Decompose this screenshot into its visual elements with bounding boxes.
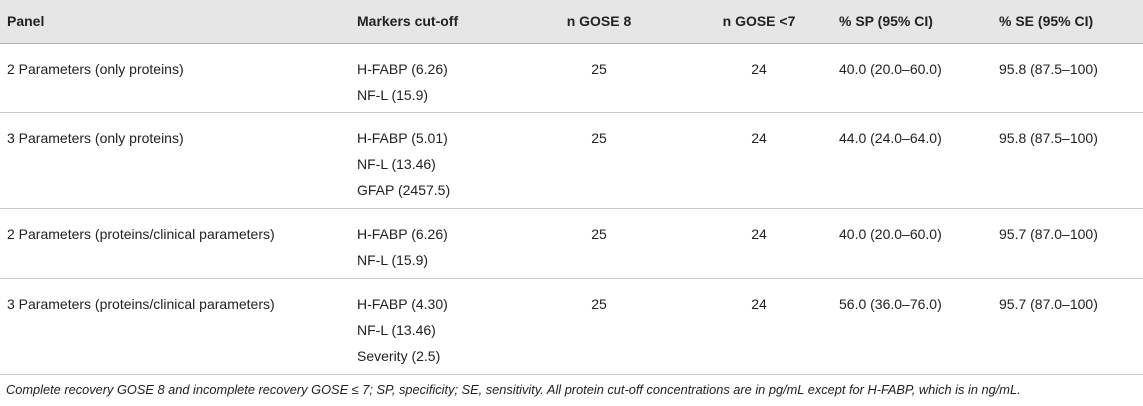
table-row: 2 Parameters (only proteins) H-FABP (6.2… <box>0 43 1143 112</box>
header-n-gose8: n GOSE 8 <box>566 13 632 30</box>
n-gose7-cell: 24 <box>751 225 767 242</box>
header-row: Panel Markers cut-off n GOSE 8 n GOSE <7… <box>0 0 1143 43</box>
panel-cell: 2 Parameters (only proteins) <box>7 60 184 77</box>
panel-cell: 3 Parameters (proteins/clinical paramete… <box>7 295 275 312</box>
marker-value: NF-L (13.46) <box>357 321 436 338</box>
marker-value: NF-L (15.9) <box>357 86 429 103</box>
marker-value: H-FABP (6.26) <box>357 225 448 242</box>
panel-cell: 2 Parameters (proteins/clinical paramete… <box>7 225 275 242</box>
marker-value: Severity (2.5) <box>357 347 441 364</box>
se-cell: 95.8 (87.5–100) <box>999 60 1098 77</box>
marker-value: H-FABP (6.26) <box>357 60 448 77</box>
marker-value: H-FABP (4.30) <box>357 295 448 312</box>
table-header: Panel Markers cut-off n GOSE 8 n GOSE <7… <box>0 0 1143 43</box>
marker-value: NF-L (15.9) <box>357 251 429 268</box>
table-row: 3 Parameters (only proteins) H-FABP (5.0… <box>0 112 1143 208</box>
header-se: % SE (95% CI) <box>999 13 1094 30</box>
sp-cell: 44.0 (24.0–64.0) <box>839 129 942 146</box>
n-gose8-cell: 25 <box>591 225 607 242</box>
panel-cell: 3 Parameters (only proteins) <box>7 129 184 146</box>
se-cell: 95.7 (87.0–100) <box>999 225 1098 242</box>
n-gose8-cell: 25 <box>591 60 607 77</box>
results-table: Panel Markers cut-off n GOSE 8 n GOSE <7… <box>0 0 1143 374</box>
table-body: 2 Parameters (only proteins) H-FABP (6.2… <box>0 43 1143 374</box>
marker-value: GFAP (2457.5) <box>357 181 451 198</box>
header-panel: Panel <box>7 13 45 30</box>
n-gose8-cell: 25 <box>591 129 607 146</box>
sp-cell: 56.0 (36.0–76.0) <box>839 295 942 312</box>
sp-cell: 40.0 (20.0–60.0) <box>839 60 942 77</box>
n-gose7-cell: 24 <box>751 295 767 312</box>
se-cell: 95.7 (87.0–100) <box>999 295 1098 312</box>
table-row: 3 Parameters (proteins/clinical paramete… <box>0 278 1143 374</box>
n-gose8-cell: 25 <box>591 295 607 312</box>
marker-value: H-FABP (5.01) <box>357 129 448 146</box>
table-footnote: Complete recovery GOSE 8 and incomplete … <box>6 382 1021 397</box>
header-markers: Markers cut-off <box>357 13 459 30</box>
n-gose7-cell: 24 <box>751 60 767 77</box>
table-row: 2 Parameters (proteins/clinical paramete… <box>0 208 1143 278</box>
header-sp: % SP (95% CI) <box>839 13 933 30</box>
se-cell: 95.8 (87.5–100) <box>999 129 1098 146</box>
header-n-gose7: n GOSE <7 <box>722 13 796 30</box>
sp-cell: 40.0 (20.0–60.0) <box>839 225 942 242</box>
n-gose7-cell: 24 <box>751 129 767 146</box>
marker-value: NF-L (13.46) <box>357 155 436 172</box>
